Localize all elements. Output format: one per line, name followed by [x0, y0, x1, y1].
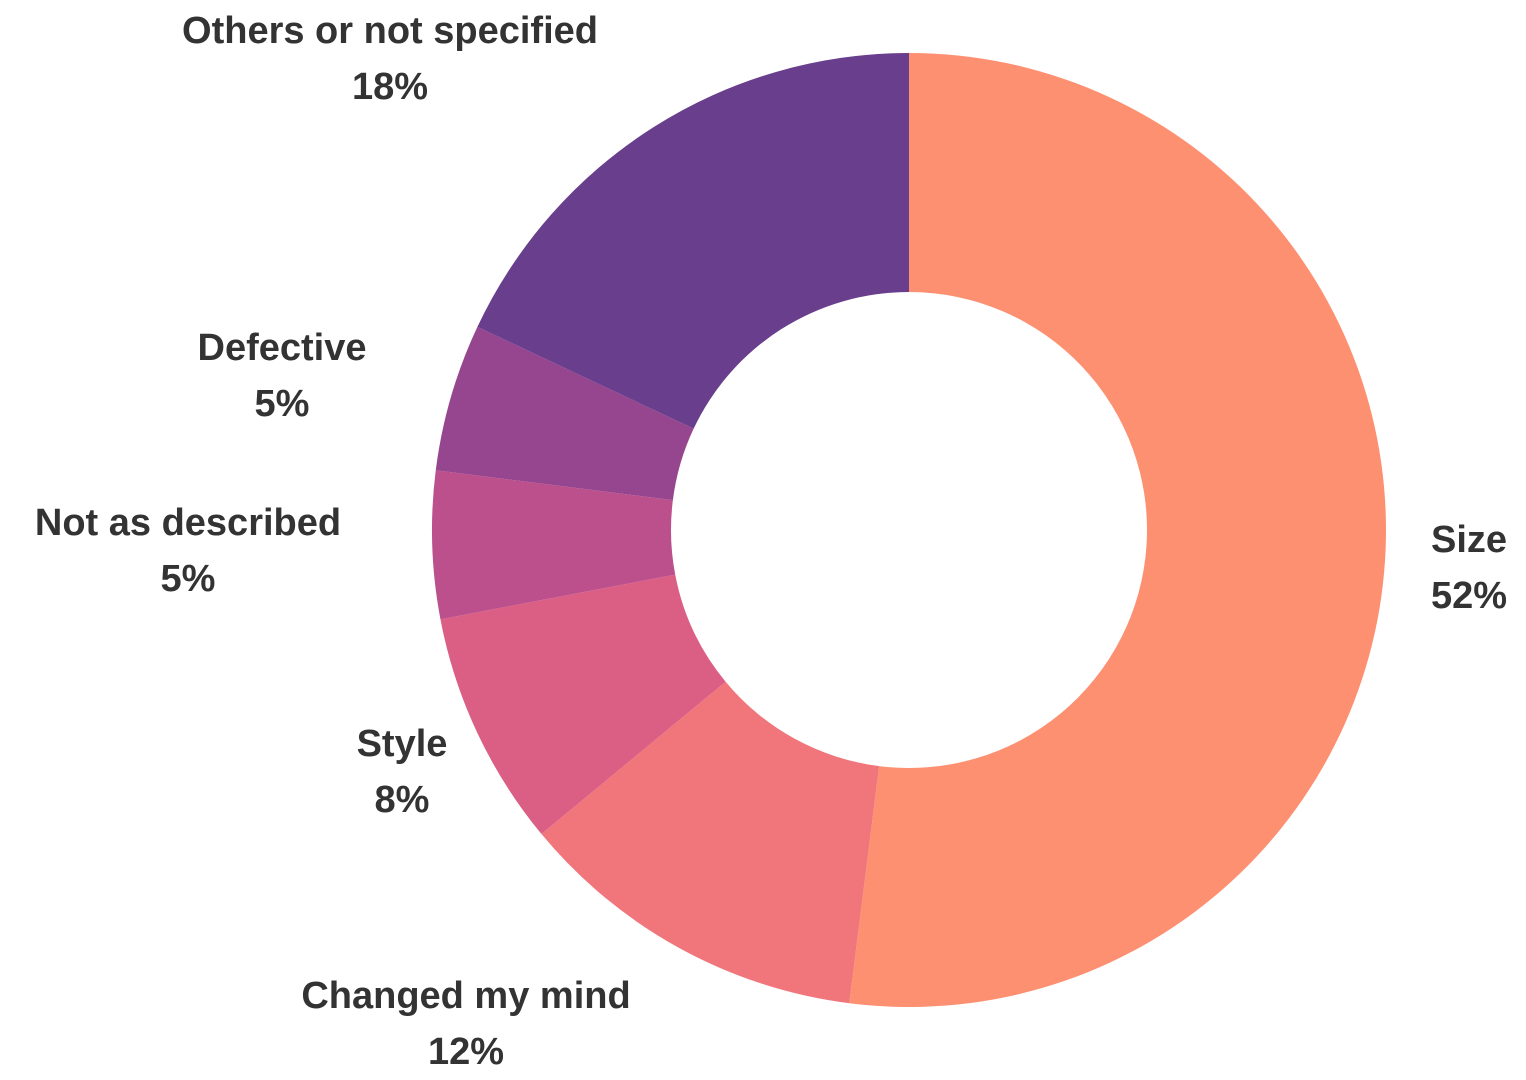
slice-value-changed-my-mind: 12% — [428, 1031, 504, 1073]
slice-label-changed-my-mind: Changed my mind — [301, 975, 630, 1017]
slice-changed-my-mind — [541, 681, 880, 1004]
slice-label-others-or-not-specified: Others or not specified — [182, 10, 598, 52]
slice-size — [849, 53, 1387, 1008]
slice-value-size: 52% — [1431, 575, 1507, 617]
slice-labels: Size 52% Changed my mind 12% Style 8% Not as d… — [35, 10, 1507, 1073]
slice-label-style: Style — [357, 723, 448, 765]
slice-value-others-or-not-specified: 18% — [352, 66, 428, 108]
slice-label-defective: Defective — [198, 327, 367, 369]
slice-value-defective: 5% — [255, 383, 310, 425]
donut-slices — [432, 53, 1387, 1008]
slice-value-style: 8% — [375, 779, 430, 821]
slice-value-not-as-described: 5% — [161, 558, 216, 600]
slice-not-as-described — [432, 470, 676, 620]
slice-others-or-not-specified — [477, 53, 909, 429]
slice-defective — [435, 326, 694, 501]
slice-style — [440, 574, 726, 835]
slice-label-size: Size — [1431, 519, 1507, 561]
slice-label-not-as-described: Not as described — [35, 502, 341, 544]
